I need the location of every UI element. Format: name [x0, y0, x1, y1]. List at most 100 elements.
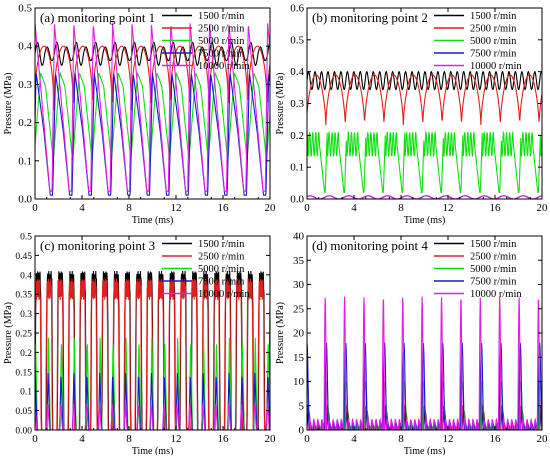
- y-tick-label: 0.6: [290, 3, 304, 15]
- x-tick-label: 20: [537, 202, 549, 214]
- y-tick-label: 0.15: [15, 368, 32, 378]
- y-tick-label: 0.2: [18, 117, 32, 129]
- y-tick-label: 0.2: [290, 130, 304, 142]
- panel-4: 0 4 8 12 16 20 0 5 10 15 20 25 30 35 40 Time (ms) Pressu…: [275, 231, 549, 458]
- x-tick-label: 8: [126, 433, 132, 445]
- y-tick-label: 0.1: [290, 162, 304, 174]
- series-line-5: [35, 23, 270, 192]
- series-line-1: [307, 70, 542, 91]
- x-tick-label: 20: [537, 433, 549, 445]
- series-line-5: [35, 404, 270, 430]
- x-tick-label: 8: [398, 202, 404, 214]
- series-line-4: [307, 342, 542, 430]
- legend-label-1: 1500 r/min: [198, 239, 245, 250]
- y-tick-label: 0.3: [290, 98, 304, 110]
- x-tick-label: 20: [265, 433, 277, 445]
- x-axis-label: Time (ms): [132, 446, 174, 455]
- plot-frame: [34, 7, 271, 200]
- series-line-4: [35, 372, 270, 430]
- legend-label-2: 2500 r/min: [470, 24, 517, 35]
- legend-label-5: 10000 r/min: [198, 61, 250, 72]
- y-axis-label: Pressure (MPa): [275, 73, 286, 135]
- y-tick-label: 0.45: [15, 252, 32, 262]
- y-tick-label: 0.3: [20, 310, 32, 320]
- x-axis-label: Time (ms): [404, 446, 446, 455]
- legend-label-3: 5000 r/min: [470, 264, 517, 275]
- series-line-3: [307, 130, 542, 194]
- y-axis-label: Pressure (MPa): [3, 73, 14, 135]
- x-tick-label: 16: [490, 433, 502, 445]
- x-axis-label: Time (ms): [404, 215, 446, 226]
- y-tick-label: 30: [293, 279, 305, 291]
- x-tick-label: 0: [32, 202, 38, 214]
- y-tick-label: 0.05: [15, 407, 32, 417]
- panel-title: (c) monitoring point 3: [40, 238, 155, 253]
- series-group: [307, 296, 542, 430]
- series-line-5: [307, 296, 542, 430]
- x-tick-label: 16: [490, 202, 502, 214]
- y-axis-label: Pressure (MPa): [275, 302, 286, 364]
- series-line-3: [35, 71, 270, 161]
- y-tick-label: 0.5: [290, 34, 304, 46]
- x-tick-label: 8: [126, 202, 132, 214]
- y-tick-label: 0.3: [18, 79, 32, 91]
- x-tick-label: 4: [351, 433, 357, 445]
- x-tick-label: 16: [218, 433, 230, 445]
- y-tick-label: 0.00: [15, 427, 32, 437]
- y-axis-label: Pressure (MPa): [3, 302, 14, 364]
- x-tick-label: 8: [398, 433, 404, 445]
- series-line-2: [307, 74, 542, 126]
- x-tick-label: 12: [443, 202, 454, 214]
- y-tick-label: 0.5: [20, 233, 32, 243]
- y-tick-label: 0.0: [18, 194, 32, 206]
- x-tick-label: 0: [304, 433, 310, 445]
- panel-3: 0 4 8 12 16 20 0.00 0.05 0.1 0.15 0.2 0.25 0.3 0.35 0.…: [3, 233, 277, 458]
- legend-label-1: 1500 r/min: [470, 11, 517, 22]
- x-tick-label: 4: [79, 433, 85, 445]
- x-axis-label: Time (ms): [132, 215, 174, 226]
- legend-label-3: 5000 r/min: [198, 36, 245, 47]
- series-group: [307, 70, 542, 199]
- series-line-4: [35, 72, 270, 196]
- y-tick-label: 25: [293, 303, 305, 315]
- y-tick-label: 20: [293, 328, 305, 340]
- y-tick-label: 0.2: [20, 349, 32, 359]
- y-tick-label: 0.4: [20, 271, 32, 281]
- legend-label-5: 10000 r/min: [470, 61, 522, 72]
- x-tick-label: 16: [218, 202, 230, 214]
- y-tick-label: 0.1: [18, 155, 32, 167]
- x-tick-label: 0: [32, 433, 38, 445]
- series-line-5: [307, 195, 542, 199]
- y-tick-label: 0.4: [290, 66, 304, 78]
- legend-label-2: 2500 r/min: [198, 252, 245, 263]
- legend-label-4: 7500 r/min: [198, 49, 245, 60]
- legend-label-1: 1500 r/min: [198, 11, 245, 22]
- panel-title: (d) monitoring point 4: [312, 238, 428, 253]
- legend-label-4: 7500 r/min: [198, 277, 245, 288]
- x-tick-label: 12: [171, 433, 182, 445]
- legend-label-2: 2500 r/min: [470, 252, 517, 263]
- legend-label-3: 5000 r/min: [470, 36, 517, 47]
- y-tick-label: 40: [293, 231, 305, 243]
- y-tick-label: 0.0: [290, 194, 304, 206]
- legend-label-1: 1500 r/min: [470, 239, 517, 250]
- y-tick-label: 5: [299, 400, 305, 412]
- series-group: [35, 23, 270, 196]
- series-line-3: [35, 337, 270, 430]
- y-tick-label: 35: [293, 255, 305, 267]
- x-tick-label: 12: [171, 202, 182, 214]
- x-tick-label: 0: [304, 202, 310, 214]
- legend-label-5: 10000 r/min: [198, 289, 250, 300]
- y-tick-label: 0.35: [15, 291, 32, 301]
- panel-1: 0 4 8 12 16 20 0.0 0.1 0.2 0.3 0.4 0.5 Time (ms) Pres…: [3, 3, 276, 227]
- panel-title: (b) monitoring point 2: [312, 10, 428, 25]
- legend-label-3: 5000 r/min: [198, 264, 245, 275]
- y-tick-label: 0.4: [18, 41, 32, 53]
- x-tick-label: 12: [443, 433, 454, 445]
